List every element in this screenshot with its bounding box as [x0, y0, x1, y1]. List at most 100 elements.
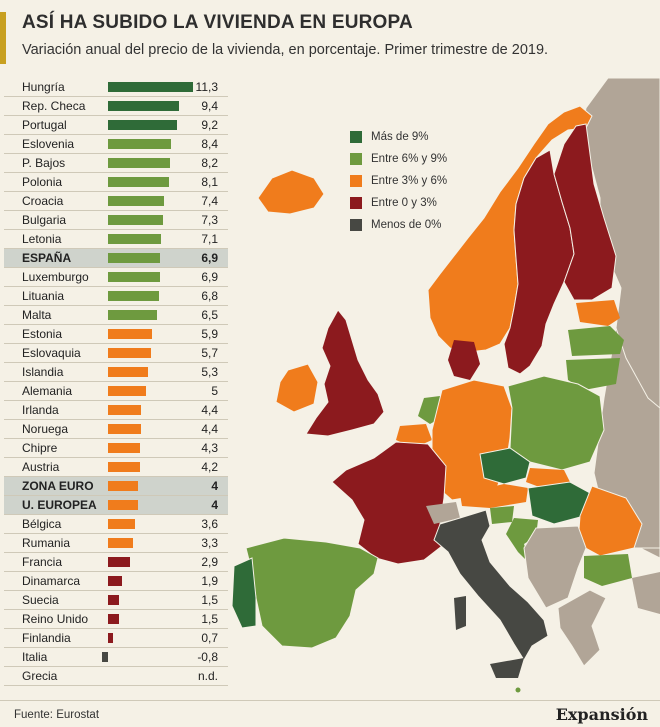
- map-region-slovakia: [526, 468, 570, 488]
- value-bar: [108, 481, 138, 491]
- country-value: 6,8: [201, 289, 218, 303]
- country-name: Eslovaquia: [22, 346, 81, 360]
- table-row: Rumania 3,3: [4, 534, 228, 553]
- table-row: Bélgica 3,6: [4, 515, 228, 534]
- value-bar: [102, 652, 108, 662]
- country-name: Lituania: [22, 289, 65, 303]
- legend-swatch: [350, 131, 362, 143]
- country-name: Islandia: [22, 365, 64, 379]
- map-region-portugal: [231, 557, 257, 629]
- map-region-ireland: [275, 363, 319, 413]
- map-region-greece: [557, 589, 607, 667]
- country-name: Letonia: [22, 232, 62, 246]
- map-region-slovenia: [490, 506, 514, 524]
- country-name: Chipre: [22, 441, 58, 455]
- map-region-romania: [577, 485, 643, 557]
- map-region-balkans: [523, 525, 587, 609]
- table-row: Noruega 4,4: [4, 420, 228, 439]
- map-region-bulgaria: [584, 554, 632, 586]
- accent-bar: [0, 12, 6, 64]
- map-region-france: [331, 441, 447, 565]
- value-bar: [108, 386, 146, 396]
- europe-map-svg: [228, 78, 660, 700]
- table-row: Suecia 1,5: [4, 591, 228, 610]
- country-value: 4,4: [201, 422, 218, 436]
- map-region-malta: [515, 687, 521, 693]
- value-bar: [108, 215, 163, 225]
- value-bar: [108, 424, 141, 434]
- country-name: Italia: [22, 650, 48, 664]
- country-value: 4,4: [201, 403, 218, 417]
- map-region-denmark: [448, 340, 480, 380]
- country-value: 11,3: [195, 80, 218, 94]
- country-value: 8,4: [201, 137, 218, 151]
- value-bar: [108, 310, 157, 320]
- table-row: Eslovaquia 5,7: [4, 344, 228, 363]
- footer: Fuente: Eurostat Expansión: [0, 700, 660, 727]
- value-bar: [108, 576, 123, 586]
- table-row: Finlandia 0,7: [4, 629, 228, 648]
- country-name: Reino Unido: [22, 612, 89, 626]
- country-name: Rumania: [22, 536, 71, 550]
- value-bar: [108, 177, 169, 187]
- table-row: ESPAÑA 6,9: [4, 249, 228, 268]
- country-value: 7,3: [201, 213, 218, 227]
- legend-item: Entre 0 y 3%: [350, 192, 447, 214]
- header: ASÍ HA SUBIDO LA VIVIENDA EN EUROPA Vari…: [0, 0, 660, 78]
- table-row: Francia 2,9: [4, 553, 228, 572]
- value-bar: [108, 82, 193, 92]
- map-region-turkey: [632, 572, 660, 614]
- country-name: Polonia: [22, 175, 63, 189]
- country-name: ESPAÑA: [22, 251, 72, 265]
- table-row: Polonia 8,1: [4, 173, 228, 192]
- brand-logo: Expansión: [555, 705, 648, 724]
- country-value: 9,4: [201, 99, 218, 113]
- map-region-sweden: [503, 149, 575, 375]
- value-bar: [108, 272, 160, 282]
- country-value: 3,3: [201, 536, 218, 550]
- country-name: Irlanda: [22, 403, 59, 417]
- country-name: U. EUROPEA: [22, 498, 97, 512]
- table-row: Bulgaria 7,3: [4, 211, 228, 230]
- table-row: Alemania 5: [4, 382, 228, 401]
- chart-subtitle: Variación anual del precio de la viviend…: [22, 42, 549, 58]
- country-value: 3,6: [201, 517, 218, 531]
- map-region-finland: [553, 123, 617, 301]
- table-row: Hungría 11,3: [4, 78, 228, 97]
- country-name: Eslovenia: [22, 137, 75, 151]
- country-name: Noruega: [22, 422, 69, 436]
- country-value: 5,7: [201, 346, 218, 360]
- legend-label: Más de 9%: [371, 131, 429, 143]
- map-region-croatia: [506, 518, 538, 564]
- table-row: Lituania 6,8: [4, 287, 228, 306]
- value-bar: [108, 633, 114, 643]
- table-row: P. Bajos 8,2: [4, 154, 228, 173]
- country-value: n.d.: [197, 669, 218, 683]
- legend-item: Más de 9%: [350, 126, 447, 148]
- country-value: 9,2: [201, 118, 218, 132]
- country-name: Bulgaria: [22, 213, 67, 227]
- country-value: 1,5: [201, 593, 218, 607]
- country-value: 8,2: [201, 156, 218, 170]
- value-bar: [108, 443, 141, 453]
- table-row: Luxemburgo 6,9: [4, 268, 228, 287]
- country-name: Croacia: [22, 194, 64, 208]
- country-value: 4,2: [201, 460, 218, 474]
- country-value: 1,9: [201, 574, 218, 588]
- source-note: Fuente: Eurostat: [14, 709, 100, 721]
- table-row: Dinamarca 1,9: [4, 572, 228, 591]
- map-region-sicily: [490, 658, 524, 678]
- country-name: Francia: [22, 555, 63, 569]
- value-bar: [108, 348, 151, 358]
- country-value: 4: [211, 479, 218, 493]
- map-region-estonia: [576, 300, 620, 326]
- table-row: Letonia 7,1: [4, 230, 228, 249]
- country-name: Bélgica: [22, 517, 62, 531]
- ranking-table: Hungría 11,3 Rep. Checa 9,4 Portugal 9,2 Eslov…: [4, 78, 228, 686]
- map-region-austria: [460, 484, 528, 508]
- country-name: Alemania: [22, 384, 73, 398]
- value-bar: [108, 253, 160, 263]
- table-row: Austria 4,2: [4, 458, 228, 477]
- country-name: Grecia: [22, 669, 58, 683]
- table-row: ZONA EURO 4: [4, 477, 228, 496]
